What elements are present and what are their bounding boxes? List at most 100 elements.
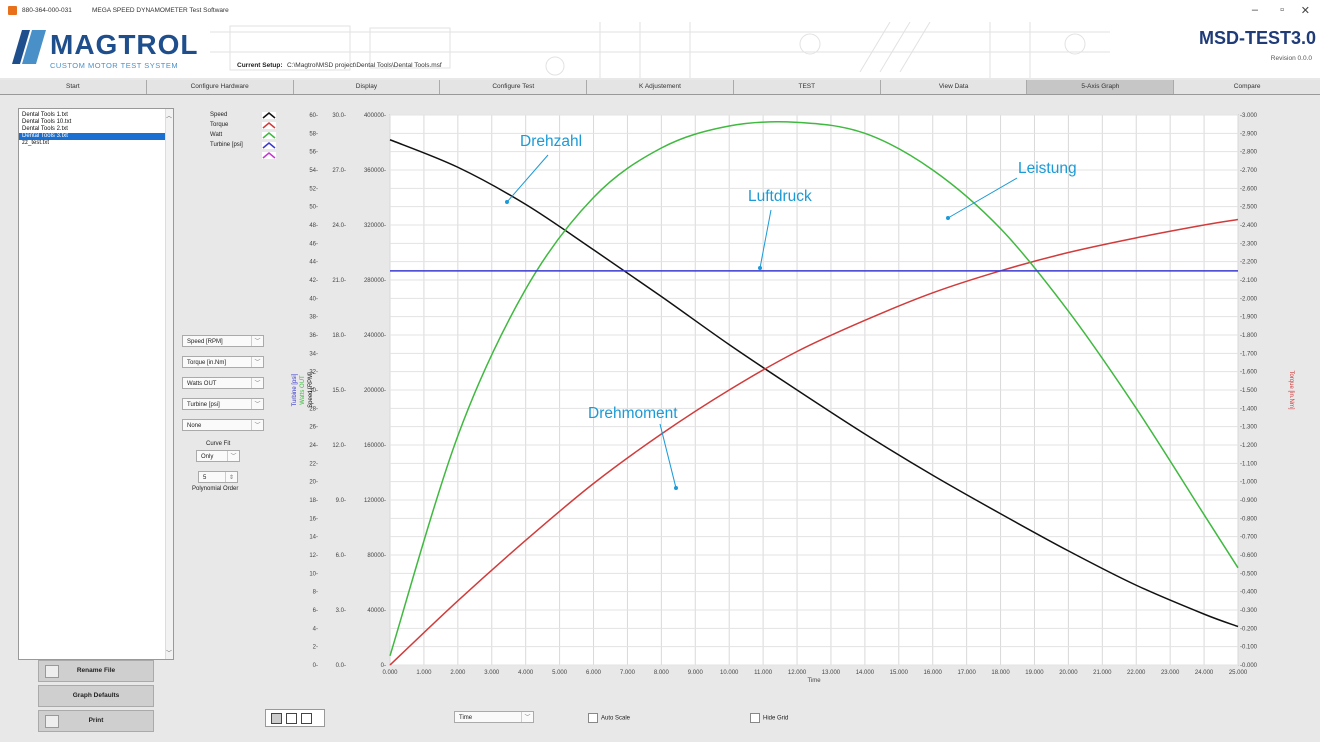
legend-swatch-watt[interactable] — [262, 132, 276, 139]
list-item[interactable]: Dental Tools 1.txt — [22, 112, 68, 118]
polynomial-order-stepper[interactable]: 5 ⇕ — [198, 471, 238, 483]
turbine-tick-label: 8- — [313, 590, 318, 596]
zoom-tool-icon[interactable] — [286, 713, 297, 724]
turbine-tick-label: 60- — [309, 113, 318, 119]
torque-tick-label: -1.100 — [1240, 461, 1258, 467]
annotation-dot-power — [946, 216, 950, 220]
curve-fit-select[interactable]: Only ﹀ — [196, 450, 240, 462]
turbine-tick-label: 38- — [309, 315, 318, 321]
torque-tick-label: -3.000 — [1240, 113, 1258, 119]
x-tick-label: 21.000 — [1093, 670, 1112, 676]
x-tick-label: 13.000 — [822, 670, 841, 676]
turbine-tick-label: 46- — [309, 241, 318, 247]
axis-select-1[interactable]: Speed [RPM] ﹀ — [182, 335, 264, 347]
x-tick-label: 23.000 — [1161, 670, 1180, 676]
x-axis-select-value: Time — [459, 715, 473, 721]
speed-tick-label: 160000- — [364, 443, 386, 449]
checkbox-icon[interactable] — [588, 713, 598, 723]
print-button[interactable]: Print — [38, 710, 154, 732]
torque-tick-label: -2.000 — [1240, 296, 1258, 302]
rename-file-button[interactable]: Rename File — [38, 660, 154, 682]
legend-swatch-speed[interactable] — [262, 112, 276, 119]
polynomial-order-value: 5 — [203, 475, 207, 481]
axis-select-2[interactable]: Torque [in.Nm] ﹀ — [182, 356, 264, 368]
pan-tool-icon[interactable] — [301, 713, 312, 724]
torque-tick-label: -1.500 — [1240, 388, 1258, 394]
tab-test[interactable]: TEST — [733, 80, 881, 94]
scroll-up-icon[interactable]: ︿ — [165, 114, 172, 120]
rename-file-label: Rename File — [76, 667, 116, 674]
graph-defaults-button[interactable]: Graph Defaults — [38, 685, 154, 707]
maximize-icon[interactable]: ▫ — [1280, 4, 1284, 16]
torque-tick-label: -1.300 — [1240, 425, 1258, 431]
torque-tick-label: -0.500 — [1240, 571, 1258, 577]
tab-compare[interactable]: Compare — [1174, 80, 1320, 94]
x-axis-select[interactable]: Time ﹀ — [454, 711, 534, 723]
tab-k-adjustement[interactable]: K Adjustement — [587, 80, 734, 94]
series-line-watt[interactable] — [389, 121, 1239, 657]
torque-tick-label: -1.400 — [1240, 406, 1258, 412]
speed-tick-label: 280000- — [364, 278, 386, 284]
printer-icon — [45, 715, 59, 728]
turbine-tick-label: 16- — [309, 516, 318, 522]
torque-tick-label: -0.400 — [1240, 590, 1258, 596]
axis-select-4[interactable]: Turbine [psi] ﹀ — [182, 398, 264, 410]
torque-tick-label: -2.200 — [1240, 260, 1258, 266]
graph-tools-palette[interactable] — [265, 709, 325, 727]
list-item[interactable]: Dental Tools 2.txt — [22, 126, 68, 132]
x-tick-label: 12.000 — [788, 670, 807, 676]
list-item[interactable]: zz_test.txt — [22, 140, 50, 146]
tab-5-axis-graph[interactable]: 5-Axis Graph — [1027, 80, 1175, 94]
tab-configure-test[interactable]: Configure Test — [440, 80, 588, 94]
list-item[interactable]: Dental Tools 10.txt — [22, 119, 72, 125]
axis-select-3[interactable]: Watts OUT ﹀ — [182, 377, 264, 389]
speed-tick-label: 400000- — [364, 113, 386, 119]
speed-tick-label: 120000- — [364, 498, 386, 504]
legend-label-speed: Speed — [210, 112, 228, 118]
annotation-dot-speed — [505, 200, 509, 204]
torque-tick-label: -0.200 — [1240, 626, 1258, 632]
turbine-tick-label: 40- — [309, 296, 318, 302]
hide-grid-checkbox[interactable]: Hide Grid — [750, 713, 788, 723]
watts-tick-label: 12.0- — [332, 443, 346, 449]
list-item-selected[interactable]: Dental Tools 3.txt — [19, 133, 173, 140]
file-list-scrollbar[interactable]: ︿ ﹀ — [165, 109, 173, 659]
torque-tick-label: -1.000 — [1240, 480, 1258, 486]
annotation-leader-pressure — [759, 209, 772, 269]
annotation-leader-power — [947, 177, 1018, 219]
minimize-icon[interactable]: – — [1251, 4, 1258, 16]
x-tick-label: 16.000 — [924, 670, 943, 676]
stepper-arrows-icon[interactable]: ⇕ — [225, 472, 237, 482]
axis-select-1-value: Speed [RPM] — [187, 339, 223, 345]
speed-axis-title: Speed [RPM] — [308, 372, 314, 408]
tab-start[interactable]: Start — [0, 80, 147, 94]
scroll-down-icon[interactable]: ﹀ — [165, 651, 172, 657]
torque-tick-label: -1.900 — [1240, 315, 1258, 321]
tab-display[interactable]: Display — [293, 80, 441, 94]
axis-select-5[interactable]: None ﹀ — [182, 419, 264, 431]
turbine-tick-label: 30- — [309, 388, 318, 394]
file-list[interactable]: Dental Tools 1.txt Dental Tools 10.txt D… — [18, 108, 174, 660]
rename-icon — [45, 665, 59, 678]
torque-tick-label: -1.700 — [1240, 351, 1258, 357]
axis-select-2-value: Torque [in.Nm] — [187, 360, 227, 366]
logo-name: MAGTROL — [50, 29, 199, 60]
auto-scale-checkbox[interactable]: Auto Scale — [588, 713, 630, 723]
checkbox-icon[interactable] — [750, 713, 760, 723]
turbine-tick-label: 14- — [309, 535, 318, 541]
revision-label: Revision 0.0.0 — [1270, 55, 1312, 62]
logo-subtitle: CUSTOM MOTOR TEST SYSTEM — [50, 61, 179, 70]
close-icon[interactable]: ✕ — [1300, 5, 1310, 17]
torque-tick-label: -1.200 — [1240, 443, 1258, 449]
tab-view-data[interactable]: View Data — [880, 80, 1028, 94]
x-tick-label: 3.000 — [484, 670, 500, 676]
legend-swatch-turbine[interactable] — [262, 142, 276, 149]
series-line-speed[interactable] — [389, 139, 1239, 628]
grid-tool-icon[interactable] — [271, 713, 282, 724]
legend-swatch-torque[interactable] — [262, 122, 276, 129]
torque-tick-label: -2.600 — [1240, 186, 1258, 192]
legend-swatch-extra[interactable] — [262, 152, 276, 159]
series-line-torque[interactable] — [389, 218, 1239, 666]
tab-configure-hardware[interactable]: Configure Hardware — [146, 80, 294, 94]
